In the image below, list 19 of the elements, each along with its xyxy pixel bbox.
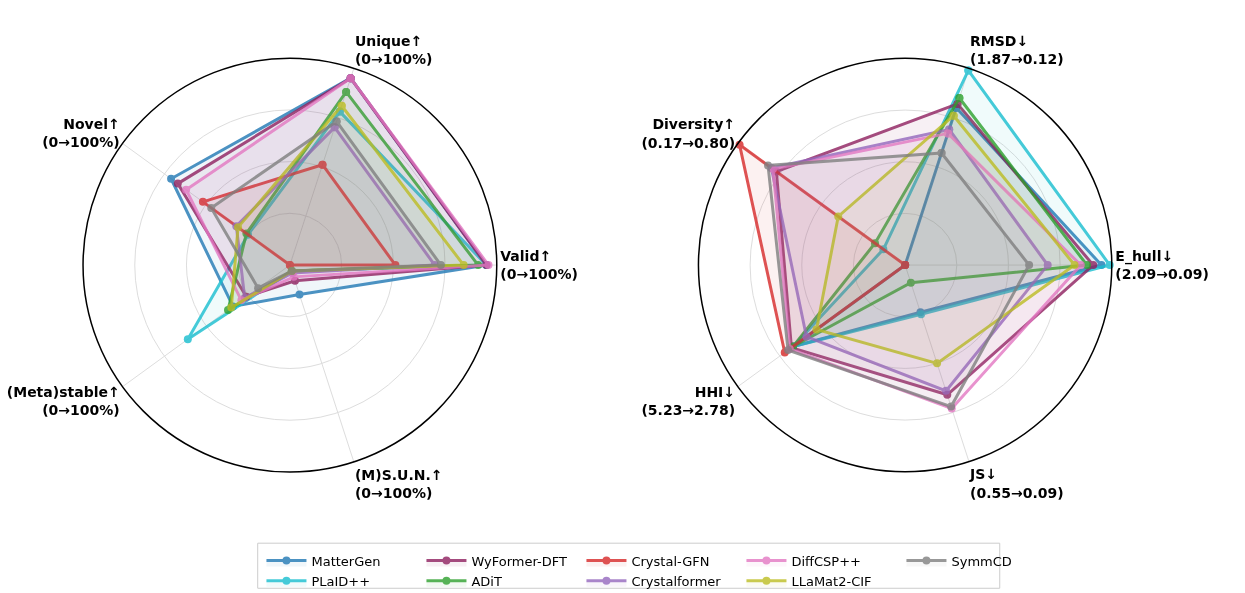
legend-label: DiffCSP++ [791, 553, 861, 569]
spoke-label: Novel↑ (0→100%) [42, 116, 120, 151]
legend-label: ADiT [471, 573, 502, 589]
legend-label: WyFormer-DFT [471, 553, 567, 569]
legend-label: SymmCD [951, 553, 1012, 569]
spoke-label: Diversity↑ (0.17→0.80) [641, 116, 736, 151]
spoke-label: Unique↑ (0→100%) [354, 33, 433, 68]
spoke-label: E_hull↓ (2.09→0.09) [1115, 247, 1209, 283]
legend-label: PLaID++ [311, 573, 371, 589]
legend-label: LLaMat2-CIF [791, 573, 872, 589]
spoke-label: (M)S.U.N.↑ (0→100%) [354, 466, 443, 501]
spoke-label: JS↓ (0.55→0.09) [969, 466, 1064, 501]
legend-label: MatterGen [311, 553, 381, 569]
spoke-label: (Meta)stable↑ (0→100%) [6, 384, 120, 419]
legend-label: Crystal-GFN [631, 553, 710, 569]
legend-label: Crystalformer [631, 573, 722, 589]
spoke-label: HHI↓ (5.23→2.78) [641, 384, 736, 419]
spoke-label: Valid↑ (0→100%) [500, 247, 578, 283]
spoke-label: RMSD↓ (1.87→0.12) [970, 33, 1064, 68]
